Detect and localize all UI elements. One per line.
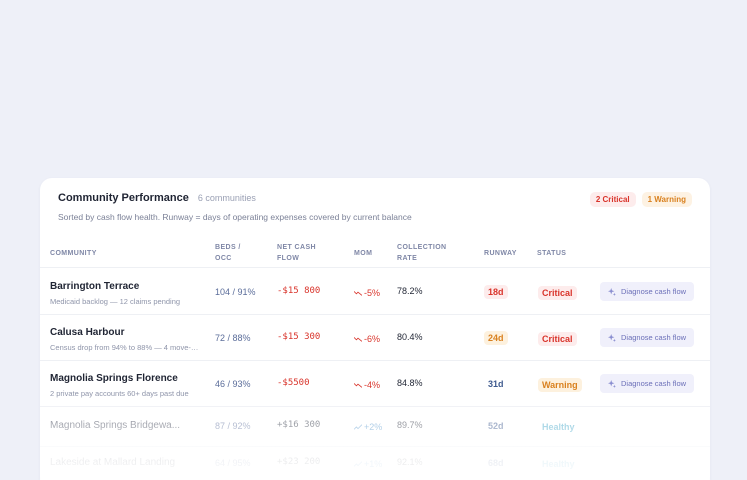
- collection-rate: 80.4%: [397, 332, 423, 342]
- col-coll-line1: COLLECTION: [397, 244, 447, 251]
- col-beds[interactable]: BEDS / OCC: [215, 242, 241, 264]
- table-row[interactable]: Barrington Terrace Medicaid backlog — 12…: [40, 269, 710, 315]
- col-coll-line2: RATE: [397, 255, 418, 262]
- diagnose-label: Diagnose cash flow: [621, 379, 687, 388]
- runway-badge: 52d: [488, 421, 504, 431]
- community-name: Barrington Terrace: [50, 281, 140, 292]
- table-header: COMMUNITY BEDS / OCC NET CASH FLOW MOM C…: [40, 240, 710, 268]
- col-beds-line2: OCC: [215, 255, 232, 262]
- col-mom[interactable]: MOM: [354, 250, 373, 257]
- diagnose-cash-flow-button[interactable]: Diagnose cash flow: [600, 282, 695, 301]
- col-status[interactable]: STATUS: [537, 250, 567, 257]
- net-cash-flow: +$23 200: [277, 457, 321, 467]
- beds-occ: 104 / 91%: [215, 287, 256, 297]
- community-name: Lakeside at Mallard Landing: [50, 457, 176, 468]
- mom-value: -6%: [364, 334, 381, 344]
- col-community[interactable]: COMMUNITY: [50, 250, 97, 257]
- mom-change: -4%: [354, 380, 380, 390]
- collection-rate: 89.7%: [397, 420, 423, 430]
- net-cash-flow: +$16 300: [277, 420, 321, 430]
- trend-down-icon: [354, 291, 362, 296]
- critical-count-badge[interactable]: 2 Critical: [589, 192, 636, 207]
- mom-change: +2%: [354, 422, 382, 432]
- community-name: Magnolia Springs Florence: [50, 373, 178, 384]
- beds-occ: 87 / 92%: [215, 421, 251, 431]
- sparkle-icon: [608, 287, 616, 296]
- mom-change: -6%: [354, 334, 380, 344]
- beds-occ: 64 / 95%: [215, 458, 251, 468]
- trend-up-icon: [354, 461, 362, 467]
- runway-badge: 18d: [484, 285, 508, 299]
- mom-value: +2%: [364, 422, 383, 432]
- community-name: Magnolia Springs Bridgewa...: [50, 420, 181, 431]
- trend-down-icon: [354, 383, 362, 388]
- table-row[interactable]: Calusa Harbour Census drop from 94% to 8…: [40, 315, 710, 361]
- net-cash-flow: -$15 300: [277, 332, 321, 342]
- sparkle-icon: [608, 379, 616, 388]
- summary-badges: 2 Critical 1 Warning: [589, 192, 692, 207]
- net-cash-flow: -$15 800: [277, 286, 321, 296]
- card-title: Community Performance: [58, 192, 189, 204]
- runway-badge: 31d: [488, 379, 504, 389]
- mom-change: +1%: [354, 459, 382, 469]
- trend-up-icon: [354, 424, 362, 430]
- collection-rate: 84.8%: [397, 378, 423, 388]
- trend-down-icon: [354, 337, 362, 342]
- beds-occ: 72 / 88%: [215, 333, 251, 343]
- community-count: 6 communities: [197, 193, 256, 203]
- mom-value: +1%: [364, 459, 383, 469]
- col-cash-line1: NET CASH: [277, 244, 316, 251]
- community-note: 2 private pay accounts 60+ days past due: [50, 389, 189, 398]
- col-collection-rate[interactable]: COLLECTION RATE: [397, 242, 447, 264]
- status-badge: Healthy: [542, 422, 575, 432]
- sparkle-icon: [608, 333, 616, 342]
- mom-value: -5%: [364, 288, 381, 298]
- diagnose-label: Diagnose cash flow: [621, 333, 687, 342]
- mom-value: -4%: [364, 380, 381, 390]
- status-badge: Healthy: [542, 459, 575, 469]
- collection-rate: 92.1%: [397, 457, 423, 467]
- diagnose-cash-flow-button[interactable]: Diagnose cash flow: [600, 328, 695, 347]
- community-name: Calusa Harbour: [50, 327, 125, 338]
- card-header: Community Performance 6 communities Sort…: [58, 192, 692, 232]
- status-badge: Critical: [538, 332, 577, 346]
- col-runway[interactable]: RUNWAY: [484, 250, 517, 257]
- community-note: Medicaid backlog — 12 claims pending: [50, 297, 181, 306]
- mom-change: -5%: [354, 288, 380, 298]
- collection-rate: 78.2%: [397, 286, 423, 296]
- status-badge: Critical: [538, 286, 577, 300]
- table-row[interactable]: Magnolia Springs Florence 2 private pay …: [40, 361, 710, 407]
- runway-badge: 68d: [488, 458, 504, 468]
- net-cash-flow: -$5500: [277, 378, 310, 388]
- table-row[interactable]: Lakeside at Mallard Landing 64 / 95% +$2…: [40, 447, 710, 480]
- diagnose-label: Diagnose cash flow: [621, 287, 687, 296]
- col-beds-line1: BEDS /: [215, 244, 241, 251]
- community-note: Census drop from 94% to 88% — 4 move-out…: [50, 343, 200, 352]
- beds-occ: 46 / 93%: [215, 379, 251, 389]
- col-cash-line2: FLOW: [277, 255, 300, 262]
- card-subtitle: Sorted by cash flow health. Runway = day…: [58, 212, 412, 222]
- diagnose-cash-flow-button[interactable]: Diagnose cash flow: [600, 374, 695, 393]
- col-net-cash-flow[interactable]: NET CASH FLOW: [277, 242, 316, 264]
- table-row[interactable]: Magnolia Springs Bridgewa... 87 / 92% +$…: [40, 407, 710, 447]
- warning-count-badge[interactable]: 1 Warning: [641, 192, 692, 207]
- status-badge: Warning: [538, 378, 582, 392]
- runway-badge: 24d: [484, 331, 508, 345]
- community-performance-card: Community Performance 6 communities Sort…: [40, 178, 710, 480]
